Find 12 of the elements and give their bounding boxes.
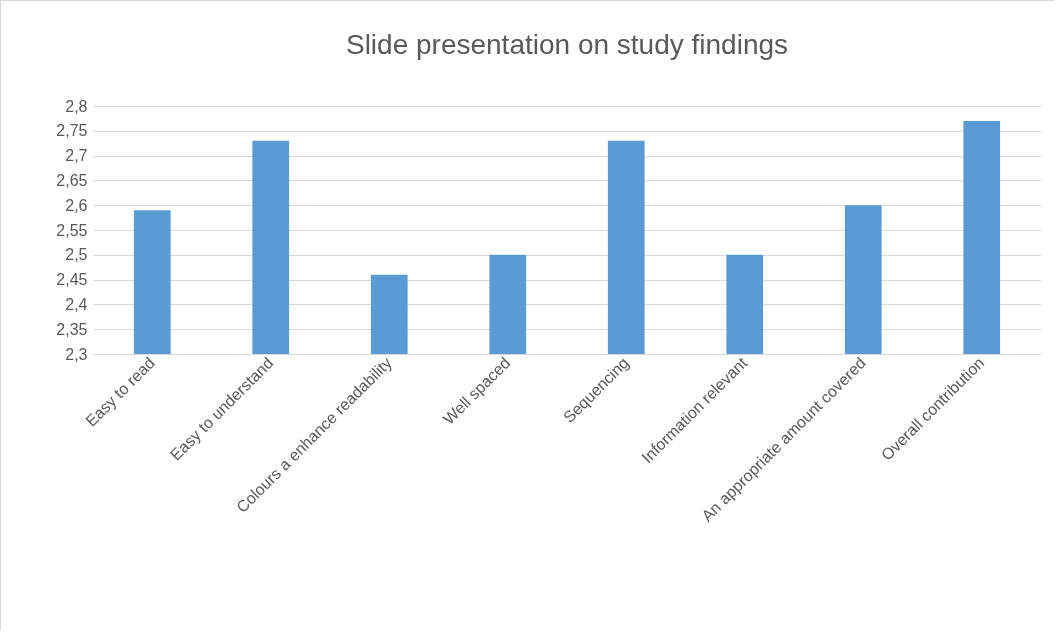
y-tick-label: 2,8: [65, 97, 88, 115]
y-tick-label: 2,65: [56, 171, 88, 189]
y-tick-label: 2,35: [56, 320, 88, 338]
y-tick-label: 2,45: [56, 271, 88, 289]
y-tick-label: 2,5: [65, 246, 88, 264]
y-tick-label: 2,7: [65, 147, 88, 165]
y-tick-label: 2,55: [56, 221, 88, 239]
chart-title: Slide presentation on study findings: [345, 29, 789, 60]
y-tick-label: 2,6: [65, 196, 88, 214]
y-tick-label: 2,3: [65, 345, 88, 363]
y-tick-label: 2,4: [65, 295, 88, 313]
y-tick-label: 2,75: [56, 122, 88, 140]
